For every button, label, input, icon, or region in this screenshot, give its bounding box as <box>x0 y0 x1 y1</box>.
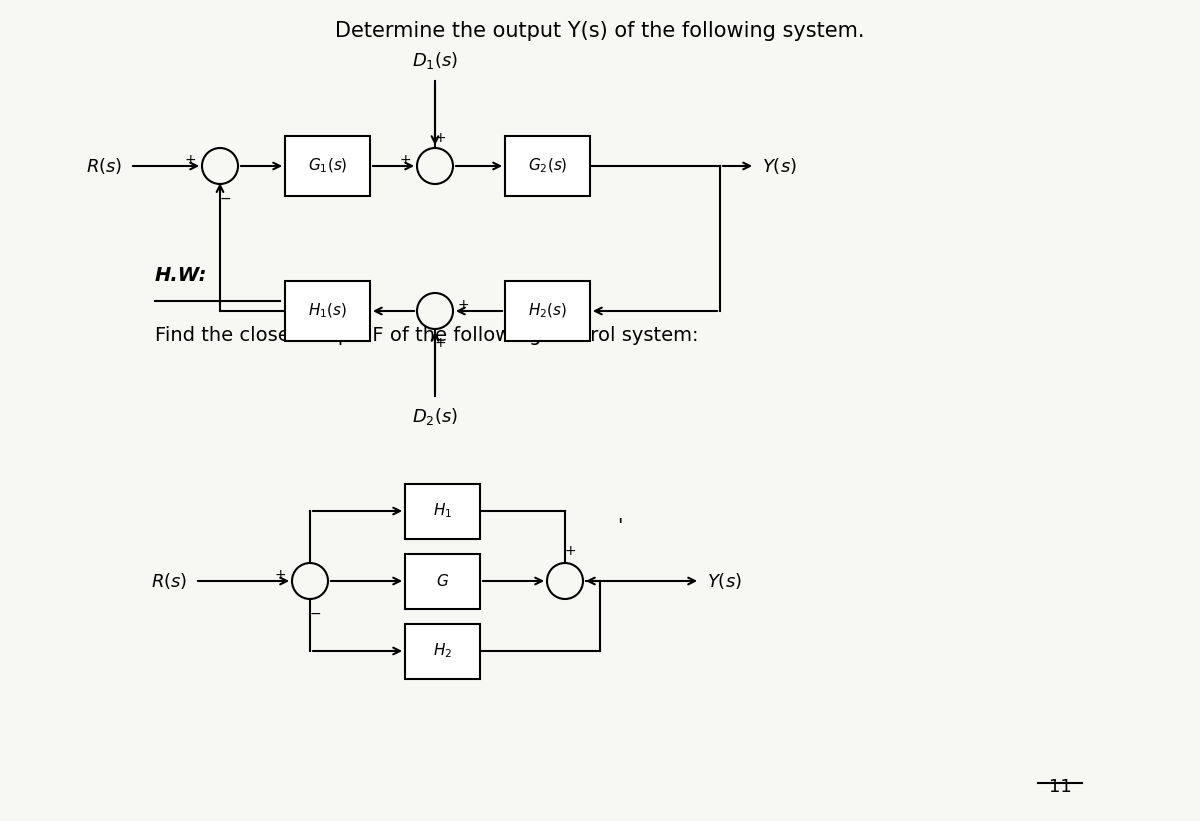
FancyBboxPatch shape <box>406 623 480 678</box>
Text: $-$: $-$ <box>308 606 322 620</box>
Text: $D_2(s)$: $D_2(s)$ <box>412 406 458 427</box>
Text: Determine the output Y(s) of the following system.: Determine the output Y(s) of the followi… <box>335 21 865 41</box>
Text: +: + <box>400 153 410 167</box>
Text: $H_2(s)$: $H_2(s)$ <box>528 302 568 320</box>
Text: $Y(s)$: $Y(s)$ <box>762 156 797 176</box>
Text: Find the closed loop T.F of the following control system:: Find the closed loop T.F of the followin… <box>155 326 698 345</box>
Text: H.W:: H.W: <box>155 266 208 285</box>
Text: $H_1(s)$: $H_1(s)$ <box>308 302 347 320</box>
Text: $G_2(s)$: $G_2(s)$ <box>528 157 568 175</box>
FancyBboxPatch shape <box>406 553 480 608</box>
Text: +: + <box>457 298 469 312</box>
Text: +: + <box>564 544 576 558</box>
Text: +: + <box>434 336 446 350</box>
Text: $H_2$: $H_2$ <box>433 642 452 660</box>
Text: $Y(s)$: $Y(s)$ <box>707 571 742 591</box>
Text: $H_1$: $H_1$ <box>433 502 452 521</box>
Text: $R(s)$: $R(s)$ <box>151 571 187 591</box>
Text: ': ' <box>617 516 623 535</box>
FancyBboxPatch shape <box>286 281 370 341</box>
Text: +: + <box>434 131 446 145</box>
Text: $R(s)$: $R(s)$ <box>85 156 122 176</box>
Text: +: + <box>184 153 196 167</box>
FancyBboxPatch shape <box>505 281 590 341</box>
Text: $D_1(s)$: $D_1(s)$ <box>412 50 458 71</box>
Text: $G$: $G$ <box>436 573 449 589</box>
Text: $-$: $-$ <box>218 191 232 205</box>
Text: $G_1(s)$: $G_1(s)$ <box>307 157 347 175</box>
FancyBboxPatch shape <box>286 136 370 196</box>
FancyBboxPatch shape <box>406 484 480 539</box>
Text: 11: 11 <box>1049 778 1072 796</box>
Text: +: + <box>274 568 286 582</box>
FancyBboxPatch shape <box>505 136 590 196</box>
